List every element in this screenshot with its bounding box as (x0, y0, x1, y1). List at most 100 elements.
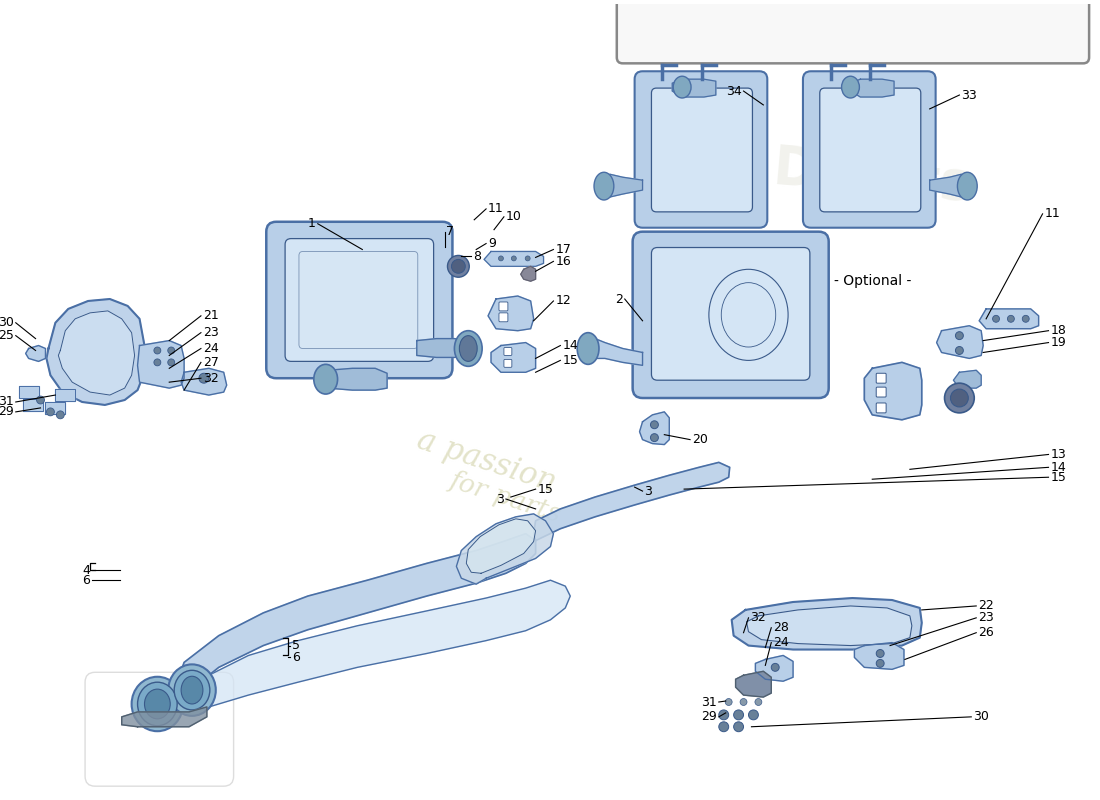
Circle shape (56, 411, 64, 419)
Text: 4: 4 (82, 564, 90, 577)
Text: 30: 30 (974, 710, 989, 723)
FancyBboxPatch shape (820, 88, 921, 212)
Text: 14: 14 (1050, 461, 1066, 474)
Ellipse shape (138, 682, 177, 726)
Polygon shape (45, 402, 65, 414)
Text: 6: 6 (292, 651, 300, 664)
Text: 31: 31 (701, 695, 717, 709)
Text: 34: 34 (726, 85, 741, 98)
Circle shape (168, 359, 175, 366)
Circle shape (734, 722, 744, 732)
Text: for parts: for parts (447, 467, 565, 527)
Text: 30: 30 (0, 316, 14, 330)
Polygon shape (639, 412, 669, 445)
Text: 5: 5 (292, 639, 300, 652)
Polygon shape (19, 386, 38, 398)
Circle shape (740, 698, 747, 706)
FancyBboxPatch shape (877, 374, 887, 383)
Polygon shape (58, 311, 134, 395)
Polygon shape (122, 707, 207, 726)
Ellipse shape (314, 364, 338, 394)
Text: 27: 27 (202, 356, 219, 369)
Polygon shape (46, 299, 144, 405)
Text: 21: 21 (202, 310, 219, 322)
FancyBboxPatch shape (499, 313, 508, 322)
Ellipse shape (460, 336, 477, 362)
Circle shape (650, 421, 659, 429)
Text: - Optional -: - Optional - (834, 274, 911, 288)
Polygon shape (417, 338, 469, 358)
Polygon shape (936, 326, 983, 358)
Text: 28: 28 (773, 622, 789, 634)
Circle shape (168, 347, 175, 354)
Text: 11: 11 (488, 202, 504, 215)
Text: 14: 14 (562, 339, 579, 352)
Circle shape (154, 347, 161, 354)
Circle shape (755, 698, 762, 706)
Circle shape (512, 256, 516, 261)
FancyBboxPatch shape (635, 71, 768, 228)
FancyBboxPatch shape (504, 347, 512, 355)
Ellipse shape (957, 172, 977, 200)
Polygon shape (179, 580, 570, 712)
Text: a passion: a passion (412, 424, 560, 498)
Ellipse shape (132, 677, 183, 731)
FancyBboxPatch shape (877, 403, 887, 413)
Text: 15: 15 (562, 354, 579, 367)
Ellipse shape (594, 172, 614, 200)
Text: 22: 22 (978, 599, 994, 613)
FancyBboxPatch shape (85, 672, 233, 786)
Circle shape (748, 710, 758, 720)
Text: 13: 13 (1050, 448, 1066, 461)
Polygon shape (23, 399, 43, 411)
Polygon shape (491, 342, 536, 372)
Circle shape (877, 650, 884, 658)
Circle shape (734, 710, 744, 720)
Ellipse shape (144, 689, 170, 719)
Polygon shape (25, 346, 45, 362)
Polygon shape (736, 671, 771, 697)
Polygon shape (456, 514, 553, 584)
Polygon shape (488, 296, 534, 330)
Text: 32: 32 (202, 372, 219, 385)
Text: DParts: DParts (771, 142, 974, 212)
Polygon shape (177, 534, 536, 697)
Text: 8: 8 (473, 250, 481, 263)
Circle shape (718, 710, 728, 720)
Text: 33: 33 (961, 89, 977, 102)
Ellipse shape (182, 676, 202, 704)
Ellipse shape (454, 330, 482, 366)
FancyBboxPatch shape (632, 232, 828, 398)
Text: 7: 7 (447, 225, 454, 238)
Text: 3: 3 (496, 493, 504, 506)
FancyBboxPatch shape (877, 387, 887, 397)
Polygon shape (865, 362, 922, 420)
Text: 15: 15 (1050, 470, 1066, 484)
Circle shape (771, 663, 779, 671)
Text: 1: 1 (308, 218, 316, 230)
Polygon shape (954, 370, 981, 388)
Polygon shape (747, 606, 912, 646)
Text: 23: 23 (978, 611, 994, 624)
Circle shape (1008, 315, 1014, 322)
Text: 6: 6 (82, 574, 90, 586)
Text: 25: 25 (0, 329, 14, 342)
Text: 9: 9 (488, 237, 496, 250)
Text: 12: 12 (556, 294, 571, 307)
Text: 32: 32 (750, 611, 767, 624)
Text: 31: 31 (0, 395, 14, 409)
FancyBboxPatch shape (651, 88, 752, 212)
Ellipse shape (842, 76, 859, 98)
Polygon shape (590, 338, 642, 366)
Text: 2: 2 (615, 293, 623, 306)
FancyBboxPatch shape (285, 238, 433, 362)
FancyBboxPatch shape (651, 247, 810, 380)
Text: 20: 20 (692, 433, 708, 446)
Polygon shape (466, 519, 536, 574)
Polygon shape (534, 462, 729, 541)
Text: 3: 3 (645, 485, 652, 498)
Polygon shape (484, 251, 543, 266)
Text: 29: 29 (701, 710, 717, 723)
FancyBboxPatch shape (803, 71, 936, 228)
Text: 29: 29 (0, 406, 14, 418)
